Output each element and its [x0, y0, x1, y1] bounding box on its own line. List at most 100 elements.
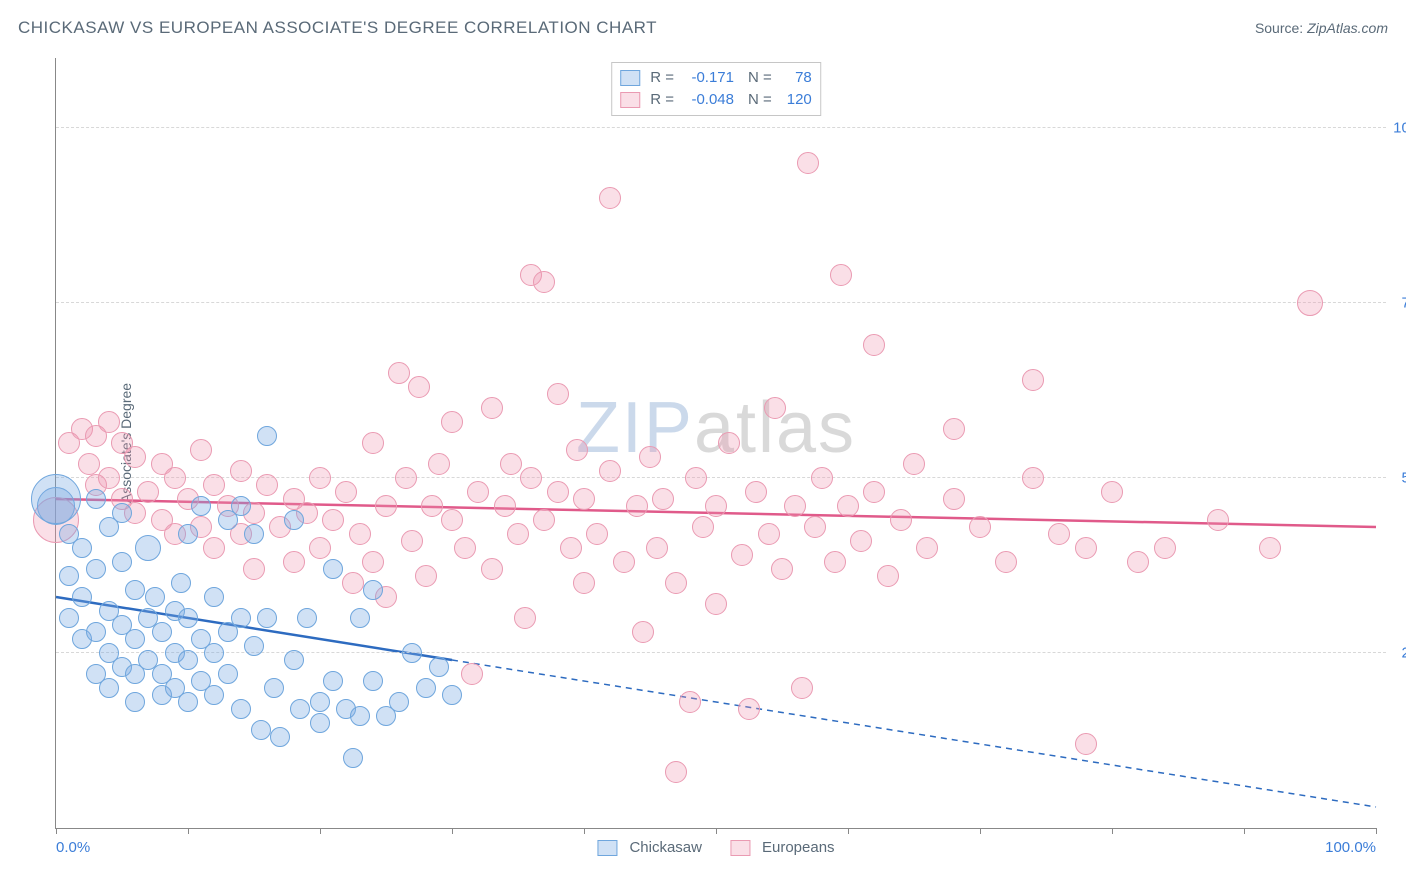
data-point-chickasaw: [31, 474, 81, 524]
data-point-europeans: [797, 152, 819, 174]
data-point-europeans: [388, 362, 410, 384]
data-point-europeans: [791, 677, 813, 699]
data-point-europeans: [685, 467, 707, 489]
data-point-europeans: [514, 607, 536, 629]
data-point-europeans: [599, 187, 621, 209]
data-point-europeans: [1259, 537, 1281, 559]
data-point-europeans: [943, 418, 965, 440]
data-point-europeans: [758, 523, 780, 545]
data-point-europeans: [124, 446, 146, 468]
r-value-chickasaw: -0.171: [680, 67, 734, 89]
swatch-chickasaw: [597, 840, 617, 856]
data-point-europeans: [481, 397, 503, 419]
data-point-chickasaw: [171, 573, 191, 593]
data-point-chickasaw: [178, 692, 198, 712]
data-point-europeans: [1075, 537, 1097, 559]
data-point-europeans: [283, 551, 305, 573]
data-point-europeans: [599, 460, 621, 482]
y-tick-label: 25.0%: [1401, 645, 1406, 662]
data-point-chickasaw: [99, 678, 119, 698]
data-point-chickasaw: [112, 552, 132, 572]
x-tick: [980, 828, 981, 834]
data-point-europeans: [395, 467, 417, 489]
data-point-europeans: [850, 530, 872, 552]
data-point-europeans: [1207, 509, 1229, 531]
r-label: R =: [650, 67, 674, 89]
data-point-chickasaw: [59, 566, 79, 586]
data-point-europeans: [863, 481, 885, 503]
data-point-europeans: [362, 551, 384, 573]
swatch-chickasaw: [620, 70, 640, 86]
series-label-europeans: Europeans: [762, 839, 835, 856]
data-point-chickasaw: [257, 608, 277, 628]
data-point-europeans: [500, 453, 522, 475]
data-point-chickasaw: [290, 699, 310, 719]
data-point-europeans: [771, 558, 793, 580]
data-point-europeans: [461, 663, 483, 685]
source-prefix: Source:: [1255, 20, 1307, 36]
data-point-europeans: [467, 481, 489, 503]
x-tick: [584, 828, 585, 834]
data-point-europeans: [573, 488, 595, 510]
data-point-europeans: [705, 593, 727, 615]
x-tick: [1112, 828, 1113, 834]
data-point-europeans: [837, 495, 859, 517]
data-point-chickasaw: [389, 692, 409, 712]
series-label-chickasaw: Chickasaw: [629, 839, 702, 856]
data-point-chickasaw: [429, 657, 449, 677]
data-point-europeans: [362, 432, 384, 454]
data-point-europeans: [969, 516, 991, 538]
data-point-europeans: [454, 537, 476, 559]
x-tick: [1244, 828, 1245, 834]
data-point-europeans: [547, 481, 569, 503]
data-point-chickasaw: [112, 503, 132, 523]
data-point-chickasaw: [86, 489, 106, 509]
watermark-zip: ZIP: [576, 388, 694, 468]
data-point-chickasaw: [178, 608, 198, 628]
data-point-chickasaw: [86, 622, 106, 642]
data-point-chickasaw: [59, 608, 79, 628]
data-point-chickasaw: [135, 535, 161, 561]
data-point-europeans: [560, 537, 582, 559]
data-point-chickasaw: [323, 671, 343, 691]
data-point-chickasaw: [125, 692, 145, 712]
n-value-europeans: 120: [778, 89, 812, 111]
data-point-europeans: [415, 565, 437, 587]
data-point-chickasaw: [402, 643, 422, 663]
scatter-plot: Associate's Degree ZIPatlas R = -0.171 N…: [55, 58, 1376, 829]
series-legend: Chickasaw Europeans: [597, 839, 834, 856]
data-point-europeans: [408, 376, 430, 398]
data-point-europeans: [943, 488, 965, 510]
data-point-chickasaw: [244, 524, 264, 544]
data-point-chickasaw: [231, 699, 251, 719]
data-point-europeans: [718, 432, 740, 454]
data-point-europeans: [507, 523, 529, 545]
x-tick: [716, 828, 717, 834]
data-point-chickasaw: [442, 685, 462, 705]
data-point-europeans: [98, 467, 120, 489]
data-point-chickasaw: [204, 643, 224, 663]
data-point-europeans: [342, 572, 364, 594]
data-point-europeans: [203, 474, 225, 496]
data-point-europeans: [494, 495, 516, 517]
y-tick-label: 50.0%: [1401, 470, 1406, 487]
data-point-europeans: [230, 460, 252, 482]
data-point-europeans: [665, 572, 687, 594]
data-point-europeans: [679, 691, 701, 713]
x-tick: [320, 828, 321, 834]
data-point-europeans: [692, 516, 714, 538]
gridline: [56, 477, 1386, 478]
data-point-europeans: [1022, 467, 1044, 489]
n-label: N =: [748, 67, 772, 89]
swatch-europeans: [730, 840, 750, 856]
trend-lines: [56, 58, 1376, 828]
data-point-europeans: [566, 439, 588, 461]
data-point-europeans: [804, 516, 826, 538]
legend-row-chickasaw: R = -0.171 N = 78: [620, 67, 812, 89]
data-point-europeans: [764, 397, 786, 419]
data-point-chickasaw: [145, 587, 165, 607]
data-point-chickasaw: [363, 580, 383, 600]
data-point-europeans: [877, 565, 899, 587]
data-point-europeans: [1048, 523, 1070, 545]
data-point-europeans: [705, 495, 727, 517]
